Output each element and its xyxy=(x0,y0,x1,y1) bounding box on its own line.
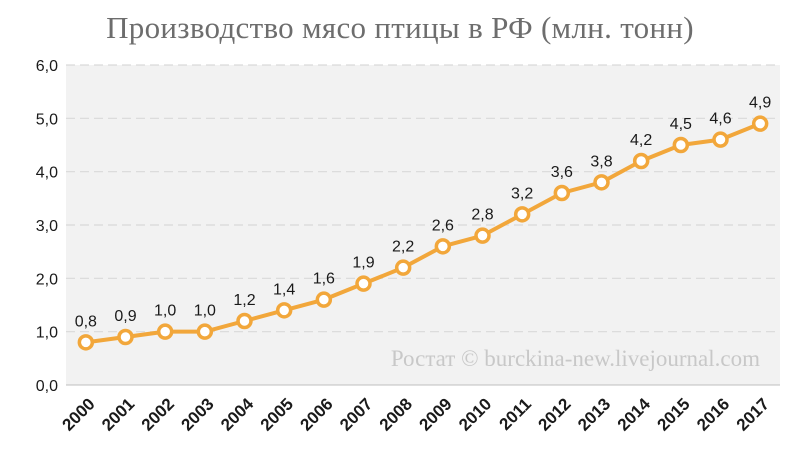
x-tick-label: 2011 xyxy=(495,394,535,434)
data-point xyxy=(513,206,531,223)
data-label: 1,9 xyxy=(352,255,374,272)
x-tick-label: 2008 xyxy=(376,394,416,434)
data-label: 1,4 xyxy=(273,281,295,298)
data-label: 4,6 xyxy=(709,111,731,128)
data-label: 1,6 xyxy=(313,271,335,288)
data-point xyxy=(474,227,491,244)
data-point xyxy=(315,291,333,308)
x-tick-label: 2002 xyxy=(138,394,178,434)
data-point xyxy=(77,334,95,351)
data-point xyxy=(196,323,214,340)
x-tick-label: 2009 xyxy=(415,394,455,434)
y-tick-label: 4,0 xyxy=(36,165,58,182)
x-tick-label: 2016 xyxy=(693,394,733,434)
data-label: 0,8 xyxy=(75,313,97,330)
data-point xyxy=(236,312,253,330)
x-tick-label: 2001 xyxy=(98,394,138,434)
data-point xyxy=(751,115,769,132)
data-point xyxy=(275,302,293,319)
y-tick-label: 2,0 xyxy=(36,271,58,288)
data-label: 2,8 xyxy=(471,207,493,224)
watermark: Ростат © burckina-new.livejournal.com xyxy=(391,346,760,371)
x-tick-label: 2004 xyxy=(217,394,258,435)
data-point xyxy=(712,131,729,148)
data-label: 2,2 xyxy=(392,239,414,256)
x-tick-label: 2013 xyxy=(574,394,614,434)
chart-title: Производство мясо птицы в РФ (млн. тонн) xyxy=(106,10,694,45)
x-tick-label: 2003 xyxy=(177,394,217,434)
x-tick-label: 2015 xyxy=(653,394,693,434)
data-point xyxy=(553,184,571,202)
data-label: 2,6 xyxy=(432,217,454,234)
data-point xyxy=(355,275,372,292)
x-tick-label: 2012 xyxy=(534,394,574,434)
data-label: 4,5 xyxy=(670,116,692,133)
y-tick-label: 3,0 xyxy=(36,218,58,235)
x-tick-label: 2007 xyxy=(336,394,376,434)
x-tick-label: 2000 xyxy=(58,394,98,434)
y-tick-label: 0,0 xyxy=(36,378,58,395)
y-tick-label: 5,0 xyxy=(36,111,58,128)
data-label: 4,2 xyxy=(630,132,652,149)
x-tick-label: 2006 xyxy=(296,394,336,434)
data-label: 0,9 xyxy=(114,308,136,325)
y-tick-label: 1,0 xyxy=(36,325,58,342)
x-tick-label: 2010 xyxy=(455,394,495,434)
data-point xyxy=(434,238,452,255)
data-label: 1,0 xyxy=(154,303,176,320)
x-tick-label: 2014 xyxy=(614,394,655,435)
data-point xyxy=(156,323,174,340)
data-point xyxy=(632,152,650,170)
data-point xyxy=(672,136,690,154)
x-tick-label: 2005 xyxy=(257,394,297,434)
data-label: 3,8 xyxy=(590,153,612,170)
data-point xyxy=(117,328,134,346)
data-label: 1,2 xyxy=(233,292,255,309)
x-tick-label: 2017 xyxy=(733,394,773,434)
data-label: 3,6 xyxy=(551,164,573,181)
data-label: 3,2 xyxy=(511,185,533,202)
data-label: 1,0 xyxy=(194,303,216,320)
data-point xyxy=(394,259,412,276)
y-tick-label: 6,0 xyxy=(36,58,58,75)
data-point xyxy=(593,174,610,191)
data-label: 4,9 xyxy=(749,95,771,112)
